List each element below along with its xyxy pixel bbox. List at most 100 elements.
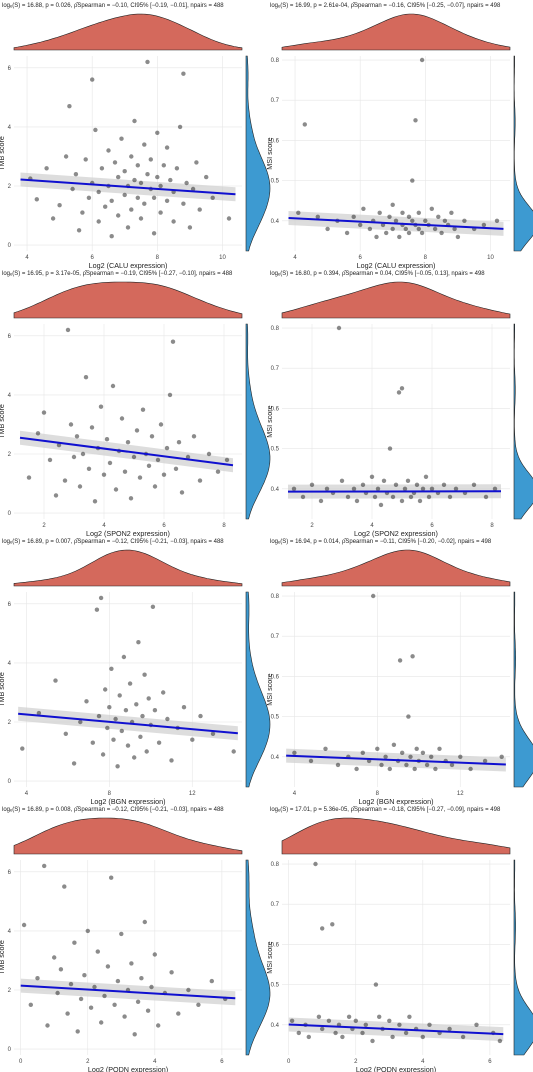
data-point — [210, 195, 215, 200]
data-point — [129, 154, 134, 159]
data-point — [184, 180, 189, 186]
y-tick-label: 0.8 — [271, 326, 280, 332]
data-point — [101, 472, 107, 477]
data-point — [36, 710, 42, 716]
data-point — [390, 226, 395, 232]
data-point — [89, 425, 95, 430]
x-tick-label: 6 — [488, 1059, 492, 1065]
x-tick-label: 10 — [487, 255, 494, 261]
data-point — [345, 494, 351, 500]
x-tick-label: 8 — [222, 523, 226, 529]
data-point — [420, 486, 426, 491]
data-point — [405, 478, 411, 483]
data-point — [50, 216, 56, 221]
data-point — [109, 198, 114, 203]
data-point — [354, 766, 359, 772]
x-axis-label: Log2 (CALU expression) — [357, 261, 436, 270]
y-tick-label: 0 — [8, 511, 12, 517]
data-point — [458, 754, 463, 759]
data-point — [45, 1023, 50, 1028]
data-point — [419, 230, 425, 236]
marginal-density-x — [13, 549, 243, 587]
y-tick-label: 4 — [8, 929, 12, 935]
data-point — [416, 226, 421, 232]
data-point — [420, 750, 426, 755]
data-point — [125, 225, 131, 230]
data-point — [112, 160, 118, 165]
data-point — [80, 210, 85, 215]
data-point — [155, 457, 161, 463]
data-point — [78, 996, 84, 1002]
data-point — [145, 172, 150, 177]
data-point — [494, 218, 500, 223]
data-point — [90, 740, 96, 745]
data-point — [128, 496, 134, 501]
data-point — [400, 210, 405, 215]
data-point — [67, 104, 72, 109]
data-point — [117, 693, 122, 698]
data-point — [158, 210, 163, 215]
x-tick-label: 4 — [293, 255, 297, 261]
chart-panel-3: logₑ(S) = 16.95, p = 3.17e-05, ρ̂Spearma… — [0, 271, 271, 538]
data-point — [462, 218, 467, 223]
x-tick-label: 4 — [25, 791, 29, 797]
data-point — [291, 486, 297, 491]
data-point — [325, 226, 330, 232]
data-point — [185, 454, 191, 460]
data-point — [181, 705, 187, 710]
data-point — [142, 672, 147, 677]
data-point — [499, 754, 504, 759]
data-point — [88, 1005, 94, 1010]
data-point — [122, 469, 128, 474]
y-axis-label: TMB score — [0, 136, 6, 171]
data-point — [181, 71, 186, 76]
data-point — [363, 1022, 368, 1027]
y-tick-label: 0.7 — [271, 98, 280, 104]
data-point — [410, 654, 415, 659]
data-point — [80, 451, 86, 457]
y-axis-label: TMB score — [0, 404, 6, 439]
data-point — [323, 746, 328, 751]
data-point — [404, 762, 409, 768]
data-point — [145, 59, 150, 65]
data-point — [373, 982, 379, 987]
x-axis-label: Log2 (PODN expression) — [88, 1065, 168, 1072]
data-point — [152, 952, 157, 957]
y-tick-label: 4 — [8, 661, 12, 667]
data-point — [390, 1034, 395, 1040]
data-point — [74, 434, 80, 439]
data-point — [149, 434, 155, 439]
data-point — [21, 922, 27, 928]
data-point — [344, 230, 350, 236]
data-point — [115, 764, 120, 769]
data-point — [387, 446, 393, 451]
marginal-density-y — [513, 591, 533, 788]
y-tick-label: 0.5 — [271, 715, 280, 721]
data-point — [99, 1020, 104, 1025]
marginal-density-x — [13, 13, 243, 51]
data-point — [68, 422, 74, 427]
data-point — [378, 502, 384, 508]
x-tick-label: 2 — [354, 1059, 358, 1065]
y-tick-label: 0 — [8, 779, 12, 785]
data-point — [145, 1008, 151, 1013]
data-point — [105, 964, 111, 969]
data-point — [135, 163, 140, 168]
data-point — [176, 1011, 181, 1016]
x-tick-label: 6 — [220, 1059, 224, 1065]
data-point — [26, 475, 32, 480]
data-point — [198, 713, 203, 719]
data-point — [146, 696, 151, 701]
data-point — [187, 225, 193, 230]
data-point — [420, 1034, 425, 1040]
data-point — [406, 214, 412, 219]
y-axis-label: MSI score — [265, 137, 274, 169]
x-tick-label: 0 — [19, 1059, 23, 1065]
y-axis-label: MSI score — [265, 405, 274, 437]
data-point — [110, 383, 116, 389]
y-tick-label: 6 — [8, 334, 12, 340]
data-point — [414, 482, 420, 487]
data-point — [406, 714, 411, 719]
data-point — [377, 210, 382, 215]
data-point — [125, 743, 131, 748]
